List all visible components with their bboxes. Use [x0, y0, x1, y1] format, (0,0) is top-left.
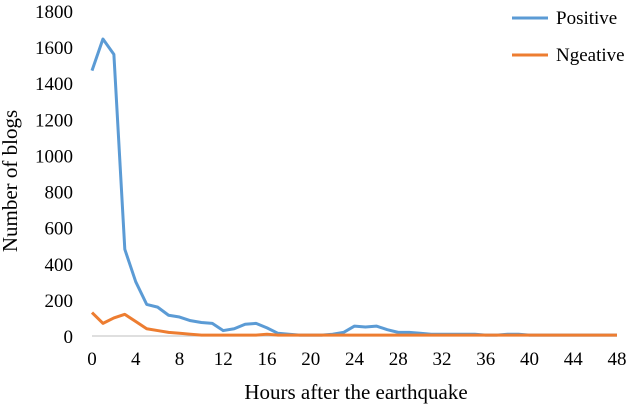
x-axis-title: Hours after the earthquake	[244, 380, 467, 404]
x-tick-label: 4	[131, 349, 141, 370]
legend-label-negative: Ngeative	[556, 45, 625, 66]
series-line-negative	[90, 311, 617, 337]
y-tick-label: 1600	[35, 38, 73, 59]
y-tick-label: 800	[45, 183, 74, 204]
x-tick-label: 40	[520, 349, 539, 370]
x-tick-label: 0	[87, 349, 97, 370]
x-tick-label: 12	[214, 349, 233, 370]
x-tick-label: 20	[301, 349, 320, 370]
y-tick-label: 1200	[35, 110, 73, 131]
legend-label-positive: Positive	[556, 8, 617, 29]
x-tick-label: 28	[389, 349, 408, 370]
series-lines	[90, 37, 617, 337]
y-tick-label: 200	[45, 291, 74, 312]
x-tick-label: 8	[175, 349, 185, 370]
x-tick-label: 44	[564, 349, 584, 370]
x-tick-label: 36	[476, 349, 495, 370]
y-tick-label: 1800	[35, 2, 73, 23]
y-axis-ticks: 0 200 400 600 800 1000 1200 1400 1600 1800	[35, 2, 73, 348]
series-line-positive	[90, 37, 617, 337]
y-tick-label: 0	[64, 327, 74, 348]
x-tick-label: 16	[258, 349, 277, 370]
x-tick-label: 48	[608, 349, 627, 370]
x-axis-ticks: 0 4 8 12 16 20 24 28 32 36 40 44 48	[87, 349, 626, 370]
y-tick-label: 400	[45, 255, 74, 276]
y-tick-label: 600	[45, 219, 74, 240]
x-tick-label: 24	[345, 349, 365, 370]
y-axis-title: Number of blogs	[0, 110, 22, 252]
y-tick-label: 1400	[35, 74, 73, 95]
y-tick-label: 1000	[35, 146, 73, 167]
legend: Positive Ngeative	[512, 8, 625, 66]
x-tick-label: 32	[433, 349, 452, 370]
